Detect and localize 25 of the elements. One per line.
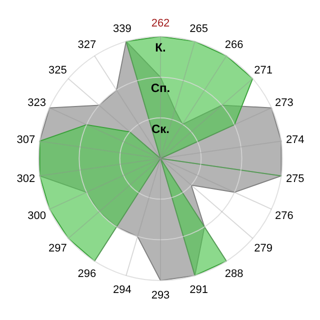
spoke-label: 294 [113, 284, 132, 296]
spoke-label: 291 [190, 284, 208, 296]
spoke-label: 307 [16, 134, 36, 146]
spoke-label: 279 [254, 242, 272, 255]
y-tick-label: Сп. [150, 81, 170, 96]
spoke-label: 300 [28, 210, 46, 222]
spoke-label: 293 [151, 290, 170, 302]
spoke-label: 266 [224, 39, 244, 52]
spoke-label: 302 [16, 172, 36, 185]
spoke-label: 275 [286, 172, 304, 185]
y-tick-label: Ск. [151, 122, 170, 136]
spoke-label: 276 [275, 210, 294, 222]
spoke-label: 262 [151, 18, 170, 30]
spoke-label: 325 [48, 64, 67, 76]
spoke-label: 288 [224, 268, 244, 280]
spoke-label: 265 [190, 23, 208, 36]
spoke-label: 274 [286, 134, 304, 146]
spoke-label: 323 [28, 97, 46, 110]
spoke-label: 339 [113, 23, 132, 36]
y-tick-label: К. [155, 40, 166, 54]
spoke-label: 271 [254, 64, 272, 76]
spoke-label: 273 [275, 97, 294, 110]
spoke-label: 296 [78, 268, 96, 280]
spoke-label: 327 [78, 39, 96, 52]
spoke-label: 297 [48, 242, 67, 255]
